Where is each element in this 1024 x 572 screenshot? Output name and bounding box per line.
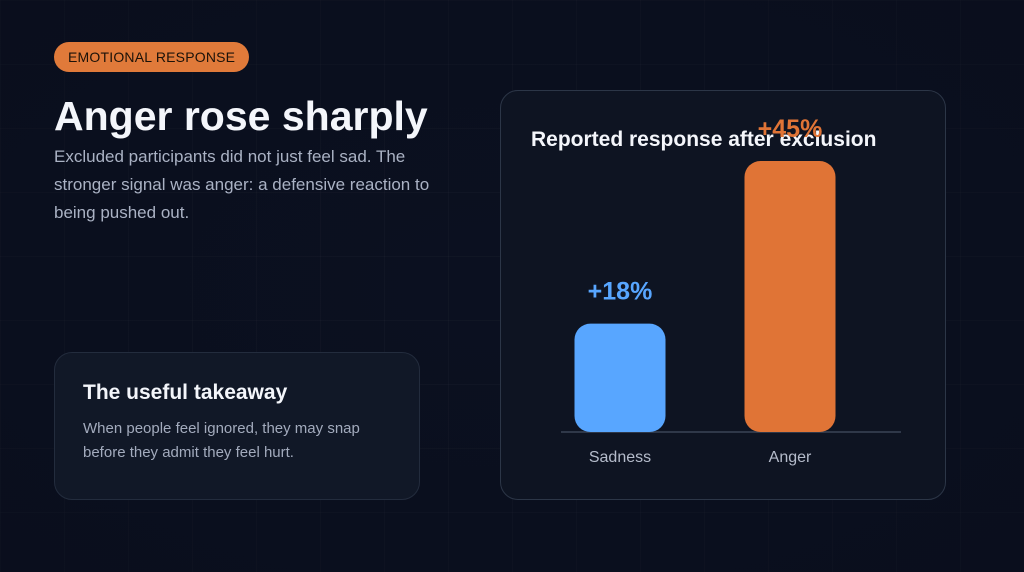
value-label-anger: +45% xyxy=(758,115,823,143)
page-title: Anger rose sharply xyxy=(54,93,428,139)
category-label-anger: Anger xyxy=(769,449,812,466)
chart-card: Reported response after exclusion +18% Sa… xyxy=(500,90,946,500)
bars-layer: +18% Sadness +45% Anger xyxy=(574,115,836,466)
category-label-sadness: Sadness xyxy=(589,449,651,466)
bar-anger xyxy=(744,161,836,432)
bar-sadness xyxy=(574,323,666,432)
takeaway-card: The useful takeaway When people feel ign… xyxy=(54,352,420,500)
page-subtitle: Excluded participants did not just feel … xyxy=(54,147,430,222)
takeaway-title: The useful takeaway xyxy=(83,381,288,404)
section-badge: EMOTIONAL RESPONSE xyxy=(54,42,250,72)
takeaway-body: When people feel ignored, they may snap … xyxy=(83,420,360,461)
bar-chart: Reported response after exclusion +18% Sa… xyxy=(531,115,901,466)
chart-title: Reported response after exclusion xyxy=(531,128,876,151)
value-label-sadness: +18% xyxy=(588,278,653,306)
